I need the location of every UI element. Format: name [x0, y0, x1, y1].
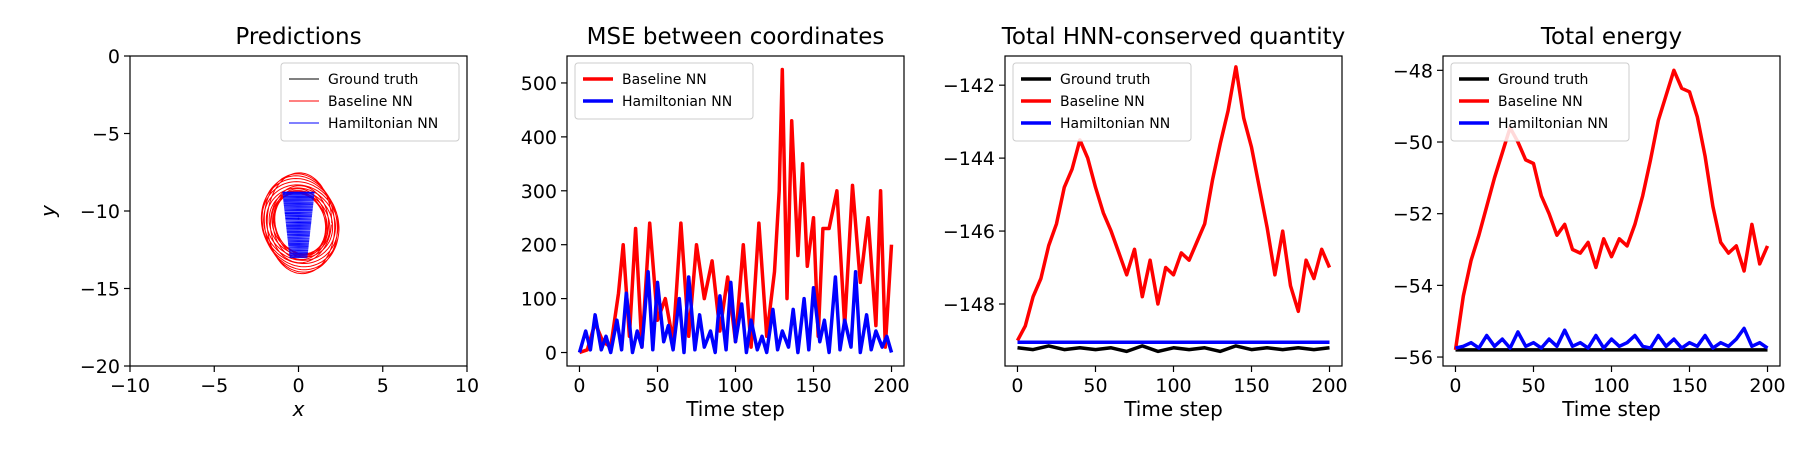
- legend-label: Ground truth: [328, 72, 418, 88]
- y-tick-label: 0: [108, 46, 120, 68]
- y-tick-label: 500: [521, 73, 557, 95]
- series-ground-truth-line: [1017, 344, 1330, 354]
- plot-area: [1015, 65, 1332, 354]
- series-hamiltonian-nn-line: [282, 191, 315, 259]
- plot-area: [577, 67, 894, 355]
- x-axis-label: Time step: [1123, 397, 1223, 421]
- x-tick-label: 200: [873, 375, 909, 397]
- legend: Ground truth Baseline NN Hamiltonian NN: [1012, 62, 1192, 142]
- y-tick-label: 200: [521, 235, 557, 257]
- chart-title: Total energy: [1540, 24, 1682, 50]
- legend-label: Ground truth: [1060, 72, 1150, 88]
- y-axis-label: y: [36, 204, 60, 218]
- x-axis-label: Time step: [1561, 397, 1661, 421]
- y-tick-label: −50: [1393, 132, 1433, 154]
- y-tick-label: −20: [80, 356, 120, 378]
- y-tick-label: 100: [521, 289, 557, 311]
- y-tick-label: −10: [80, 201, 120, 223]
- y-tick-label: 300: [521, 181, 557, 203]
- chart-panel-4: Total energy 0 50 100 150 200 −48 −50 −52 −54 −56 T…: [1393, 24, 1786, 421]
- y-tick-label: −48: [1393, 60, 1433, 82]
- x-tick-label: −10: [110, 375, 150, 397]
- x-tick-label: 100: [1155, 375, 1191, 397]
- series-hamiltonian-nn-line: [1455, 326, 1769, 350]
- x-tick-label: 150: [1671, 375, 1707, 397]
- y-tick-label: −52: [1393, 204, 1433, 226]
- x-tick-label: 5: [377, 375, 389, 397]
- x-tick-label: 150: [1233, 375, 1269, 397]
- chart-title: Total HNN-conserved quantity: [1001, 24, 1345, 50]
- legend-box: [1450, 62, 1630, 142]
- y-tick-label: −148: [943, 294, 995, 316]
- legend-label: Baseline NN: [622, 72, 707, 88]
- x-axis-label: x: [292, 397, 305, 421]
- x-tick-label: 0: [1011, 375, 1023, 397]
- x-tick-label: 0: [573, 375, 585, 397]
- x-tick-label: 100: [1593, 375, 1629, 397]
- legend-label: Baseline NN: [1498, 94, 1583, 110]
- chart-panel-2: MSE between coordinates 0 50 100 150 200 0 100 2…: [521, 24, 910, 421]
- y-tick-label: 0: [545, 343, 557, 365]
- legend-label: Hamiltonian NN: [328, 116, 438, 132]
- y-tick-label: −5: [92, 124, 120, 146]
- legend: Ground truth Baseline NN Hamiltonian NN: [1450, 62, 1630, 142]
- x-tick-label: 150: [795, 375, 831, 397]
- legend-label: Baseline NN: [1060, 94, 1145, 110]
- plot-area: [260, 172, 340, 275]
- legend: Ground truth Baseline NN Hamiltonian NN: [280, 62, 460, 142]
- legend-box: [574, 62, 754, 120]
- chart-title: Predictions: [235, 24, 361, 50]
- chart-title: MSE between coordinates: [587, 24, 885, 50]
- chart-panel-3: Total HNN-conserved quantity 0 50 100 150 200…: [943, 24, 1348, 421]
- y-tick-label: −144: [943, 148, 995, 170]
- x-axis-label: Time step: [685, 397, 785, 421]
- y-tick-label: −54: [1393, 275, 1433, 297]
- legend-label: Ground truth: [1498, 72, 1588, 88]
- x-tick-label: 200: [1749, 375, 1785, 397]
- y-tick-label: −146: [943, 221, 995, 243]
- chart-panel-1: Predictions −10 −5 0 5 10 0 −5 −10 −15 −20 x y Ground…: [36, 24, 479, 421]
- series-baseline-nn-line: [578, 67, 894, 355]
- legend-box: [280, 62, 460, 142]
- y-tick-label: −142: [943, 75, 995, 97]
- y-tick-label: −56: [1393, 347, 1433, 369]
- x-tick-label: 10: [455, 375, 479, 397]
- legend-label: Hamiltonian NN: [1060, 116, 1170, 132]
- x-tick-label: 100: [717, 375, 753, 397]
- legend: Baseline NN Hamiltonian NN: [574, 62, 754, 120]
- legend-label: Hamiltonian NN: [1498, 116, 1608, 132]
- x-tick-label: 50: [1521, 375, 1545, 397]
- series-baseline-nn-line: [1015, 65, 1332, 342]
- y-tick-label: 400: [521, 127, 557, 149]
- legend-box: [1012, 62, 1192, 142]
- y-tick-label: −15: [80, 279, 120, 301]
- x-tick-label: 200: [1311, 375, 1347, 397]
- x-tick-label: 50: [1083, 375, 1107, 397]
- x-tick-label: 0: [292, 375, 304, 397]
- x-tick-label: −5: [200, 375, 228, 397]
- legend-label: Hamiltonian NN: [622, 94, 732, 110]
- x-tick-label: 0: [1449, 375, 1461, 397]
- series-hamiltonian-nn-line: [577, 269, 894, 355]
- legend-label: Baseline NN: [328, 94, 413, 110]
- x-tick-label: 50: [645, 375, 669, 397]
